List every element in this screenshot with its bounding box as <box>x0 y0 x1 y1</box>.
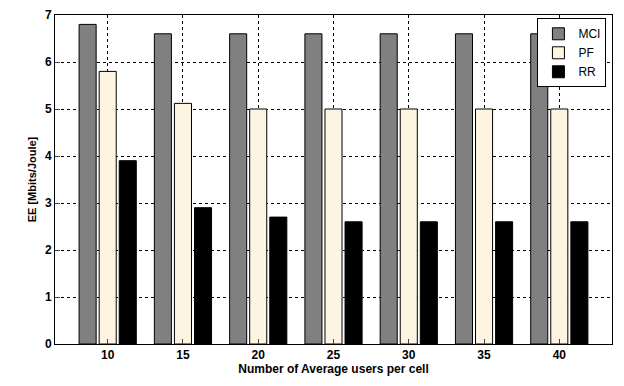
svg-text:4: 4 <box>45 149 52 163</box>
svg-text:6: 6 <box>45 55 52 69</box>
svg-text:35: 35 <box>477 348 491 362</box>
svg-text:30: 30 <box>402 348 416 362</box>
svg-text:1: 1 <box>45 290 52 304</box>
svg-text:40: 40 <box>553 348 567 362</box>
svg-text:7: 7 <box>45 8 52 22</box>
svg-text:10: 10 <box>101 348 115 362</box>
svg-text:20: 20 <box>252 348 266 362</box>
svg-text:15: 15 <box>176 348 190 362</box>
svg-text:2: 2 <box>45 243 52 257</box>
svg-text:3: 3 <box>45 196 52 210</box>
svg-text:PF: PF <box>578 46 593 60</box>
svg-text:5: 5 <box>45 102 52 116</box>
svg-text:25: 25 <box>327 348 341 362</box>
svg-text:EE [Mbits/Joule]: EE [Mbits/Joule] <box>26 136 38 222</box>
svg-text:RR: RR <box>578 65 596 79</box>
svg-text:Number of Average users per ce: Number of Average users per cell <box>238 362 429 376</box>
svg-text:MCI: MCI <box>578 27 600 41</box>
svg-text:0: 0 <box>45 337 52 351</box>
